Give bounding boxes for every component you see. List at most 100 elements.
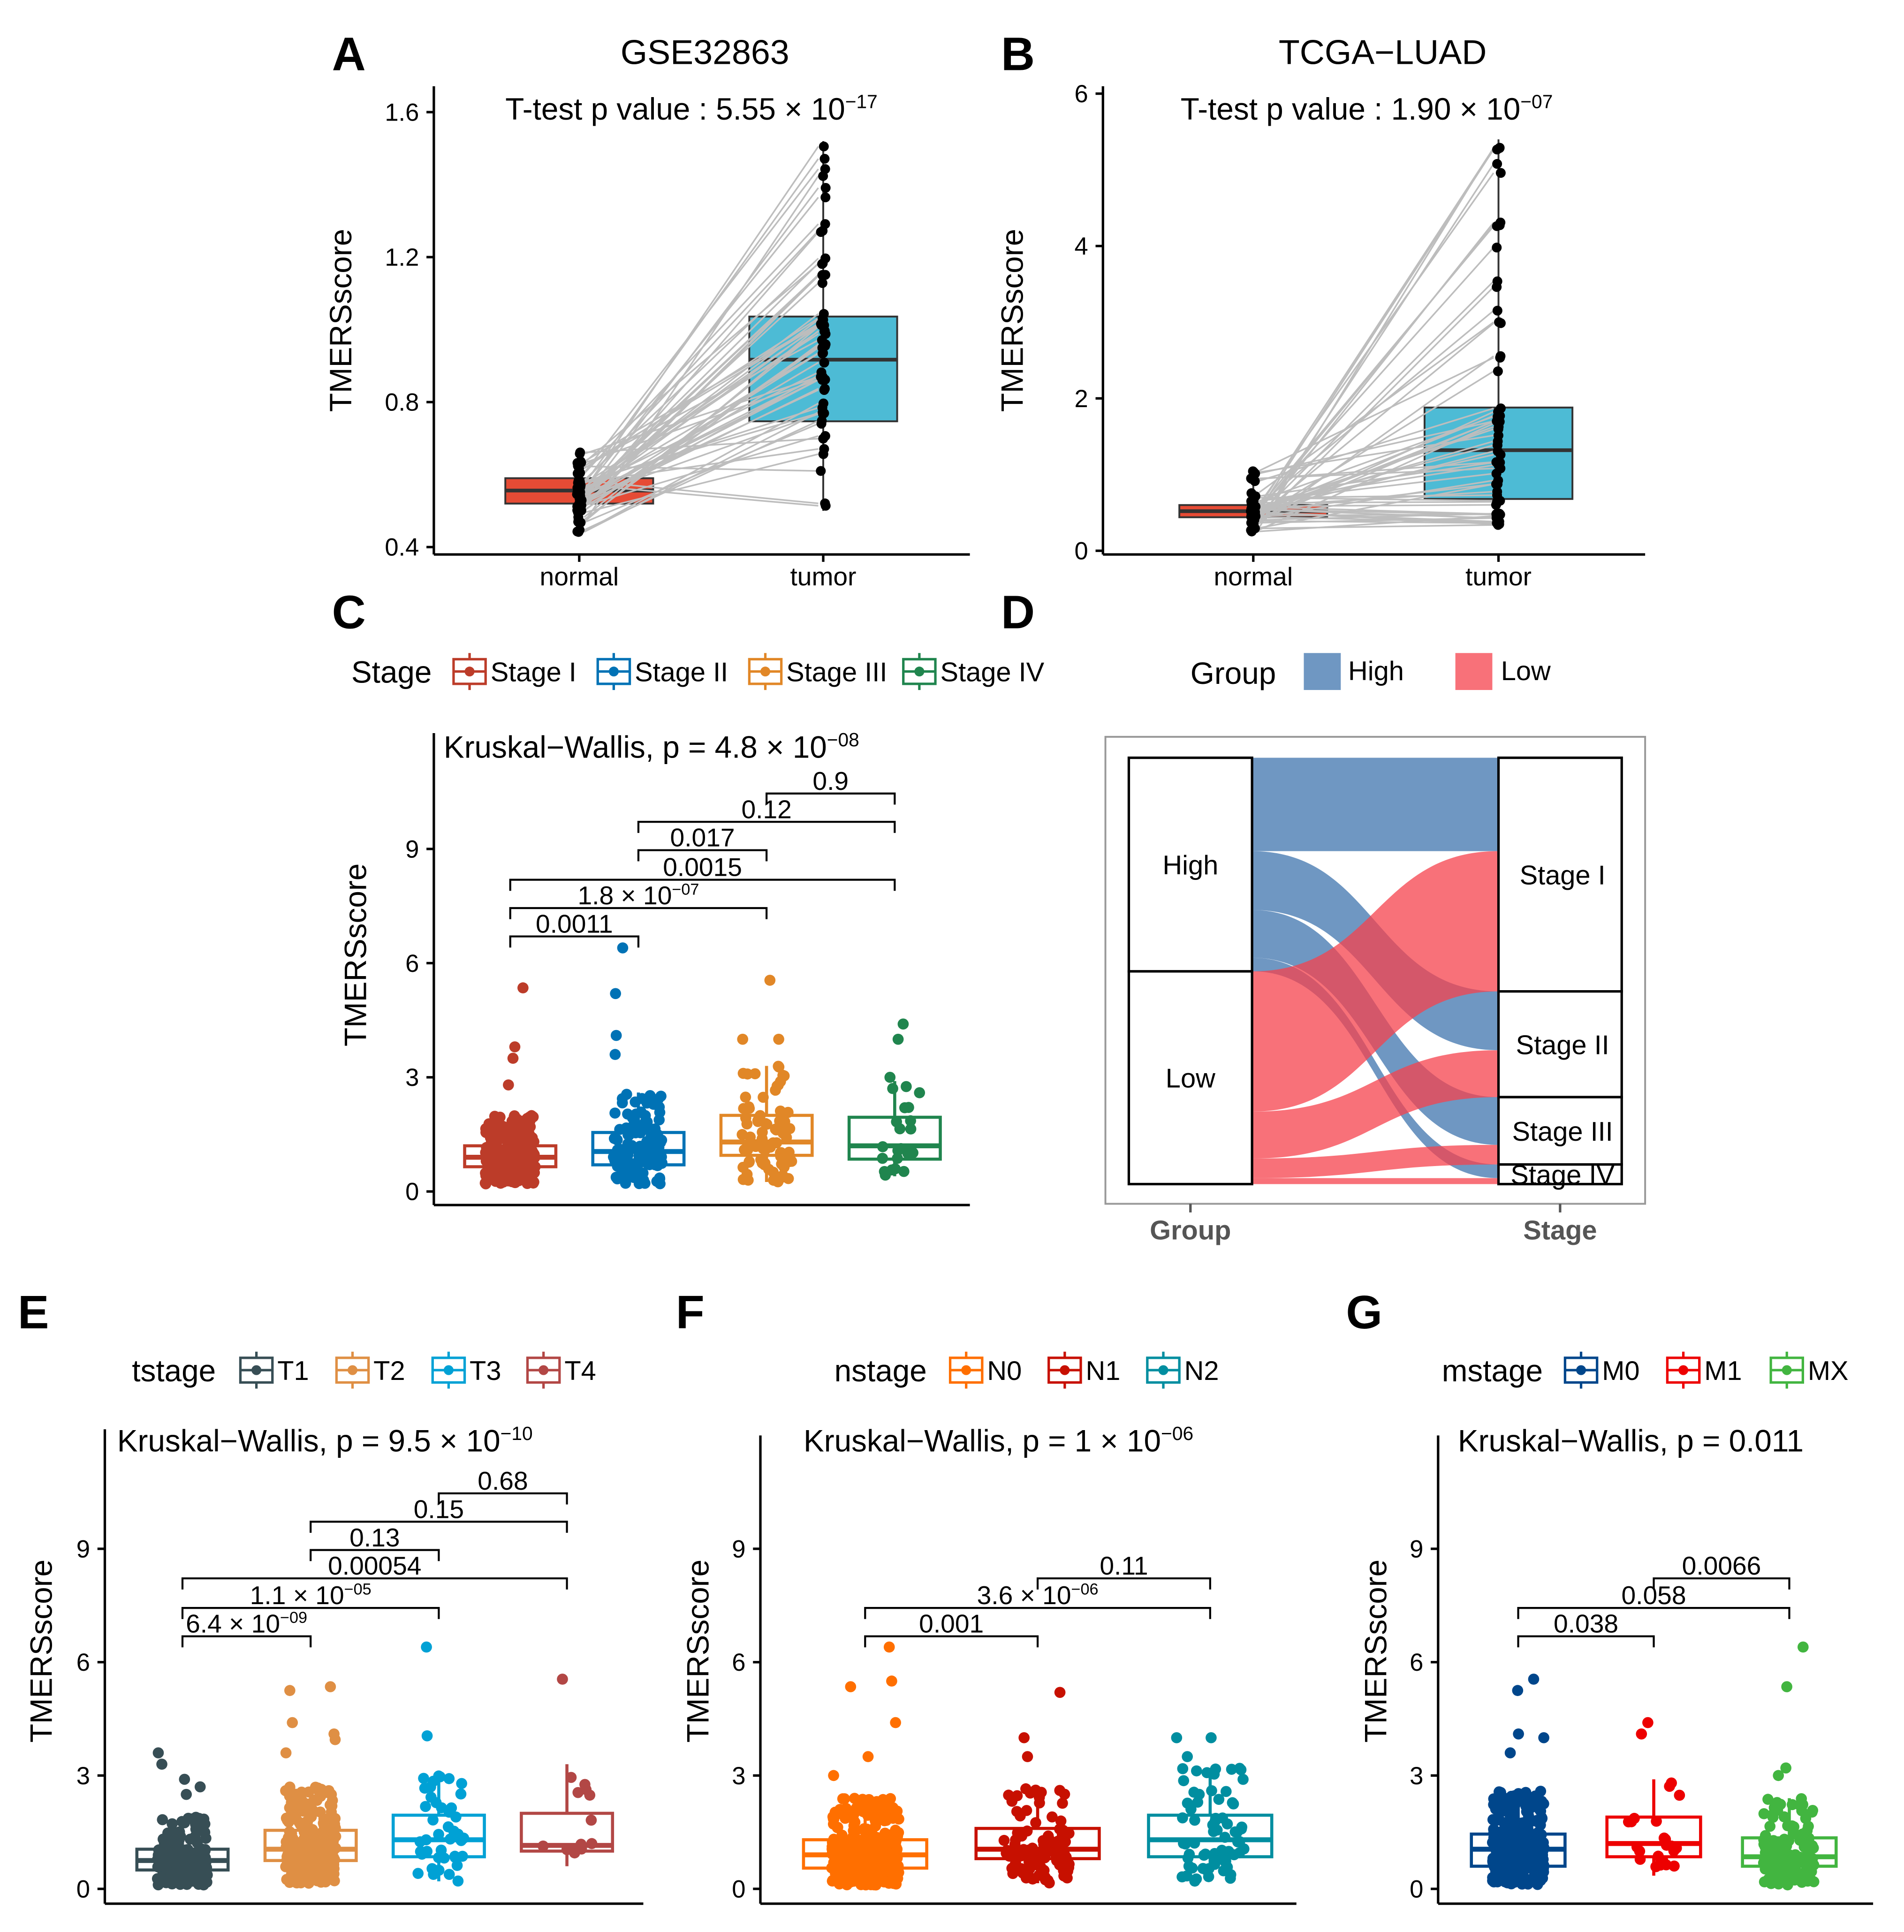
kruskal-wallis-annotation-base: Kruskal−Wallis, p = 0.011 <box>1458 1424 1804 1458</box>
comparison-bracket <box>509 907 768 919</box>
data-point <box>1806 1806 1818 1818</box>
data-point <box>1790 1849 1801 1861</box>
kruskal-wallis-annotation-exponent: −10 <box>501 1423 533 1444</box>
data-point <box>480 1147 492 1158</box>
data-point <box>743 1101 755 1113</box>
node-label: Low <box>1166 1064 1215 1094</box>
data-point <box>1487 1814 1499 1826</box>
y-tick-label: 6 <box>76 1649 90 1676</box>
comparison-bracket <box>1653 1577 1790 1590</box>
data-point <box>1039 1849 1051 1861</box>
data-point <box>1506 1811 1517 1823</box>
data-point <box>180 1844 191 1856</box>
data-point <box>1219 1832 1231 1843</box>
data-point <box>1518 1817 1530 1828</box>
paired-line <box>1258 286 1494 523</box>
data-point <box>1018 1844 1030 1855</box>
outlier-point <box>1206 1732 1217 1743</box>
point-tumor <box>819 357 829 368</box>
data-point <box>1625 1816 1637 1827</box>
outlier-point <box>1773 1770 1784 1781</box>
data-point <box>761 1119 773 1130</box>
data-point <box>841 1836 852 1848</box>
data-point <box>489 1111 501 1122</box>
paired-line <box>583 158 819 485</box>
outlier-point <box>507 1053 519 1064</box>
legend-key <box>902 653 937 690</box>
data-point <box>1497 1846 1509 1857</box>
outlier-point <box>884 1071 896 1083</box>
node-stage-i <box>1497 756 1623 993</box>
outlier-point <box>1528 1674 1540 1685</box>
data-point <box>314 1829 326 1841</box>
legend-label: T2 <box>373 1356 405 1386</box>
comparison-bracket <box>864 1635 1039 1648</box>
data-point <box>1178 1775 1190 1787</box>
comparison-p-value: 0.017 <box>670 823 735 852</box>
data-point <box>757 1157 768 1169</box>
data-point <box>1534 1796 1546 1808</box>
data-point <box>1177 1763 1189 1774</box>
legend-key <box>1146 1351 1181 1389</box>
data-point <box>490 1174 501 1186</box>
comparison-p-value: 1.8 × 10−07 <box>578 881 699 910</box>
paired-line <box>584 258 819 481</box>
point-tumor <box>817 278 827 288</box>
data-point <box>293 1817 305 1828</box>
outlier-point <box>1512 1685 1524 1696</box>
legend-key <box>596 653 631 690</box>
paired-line <box>584 423 819 523</box>
data-point <box>1768 1802 1780 1813</box>
data-point <box>653 1142 665 1153</box>
point-tumor <box>1495 168 1506 178</box>
data-point <box>834 1873 846 1885</box>
data-point <box>877 1141 888 1152</box>
data-point <box>1522 1808 1534 1819</box>
data-point <box>329 1818 341 1830</box>
data-point <box>286 1865 297 1877</box>
data-point <box>1030 1817 1041 1828</box>
outlier-point <box>892 1033 904 1045</box>
node-stage-ii <box>1497 990 1623 1099</box>
point-tumor <box>816 466 826 476</box>
y-tick-label: 9 <box>732 1535 745 1563</box>
outlier-point <box>152 1747 164 1758</box>
data-point <box>1054 1785 1066 1796</box>
legend-label: High <box>1348 656 1404 686</box>
y-tick-label: 4 <box>1075 233 1088 260</box>
point-normal <box>1248 524 1259 534</box>
data-point <box>167 1818 178 1830</box>
comparison-bracket <box>310 1549 440 1561</box>
outlier-point <box>329 1734 341 1745</box>
data-point <box>646 1152 658 1163</box>
data-point <box>743 1156 755 1168</box>
data-point <box>1498 1817 1510 1828</box>
data-point <box>771 1137 782 1149</box>
paired-line <box>584 274 819 506</box>
data-point <box>895 1143 907 1154</box>
kruskal-wallis-annotation-base: Kruskal−Wallis, p = 4.8 × 10 <box>444 730 827 765</box>
y-tick-label: 6 <box>732 1649 745 1676</box>
outlier-point <box>194 1781 206 1793</box>
data-point <box>495 1162 507 1173</box>
data-point <box>632 1126 644 1137</box>
legend-key <box>335 1351 370 1389</box>
box-iqr <box>719 1114 814 1157</box>
data-point <box>876 1806 888 1818</box>
data-point <box>316 1784 327 1795</box>
data-point <box>425 1781 436 1793</box>
panel-A: A 0.4 0.8 1.2 1.6 TMERSscore GSE32863 T-test p … <box>324 29 970 591</box>
outlier-point <box>1171 1732 1183 1743</box>
paired-line <box>584 402 819 532</box>
data-point <box>296 1795 308 1806</box>
data-point <box>1006 1863 1018 1874</box>
panel-label: F <box>676 1287 705 1339</box>
data-point <box>1236 1821 1248 1833</box>
data-point <box>491 1123 502 1134</box>
data-point <box>1767 1840 1779 1851</box>
data-point <box>308 1837 319 1849</box>
data-point <box>1786 1821 1798 1833</box>
paired-line <box>1258 524 1494 530</box>
y-tick-label: 9 <box>405 835 419 863</box>
outlier-point <box>284 1685 296 1696</box>
